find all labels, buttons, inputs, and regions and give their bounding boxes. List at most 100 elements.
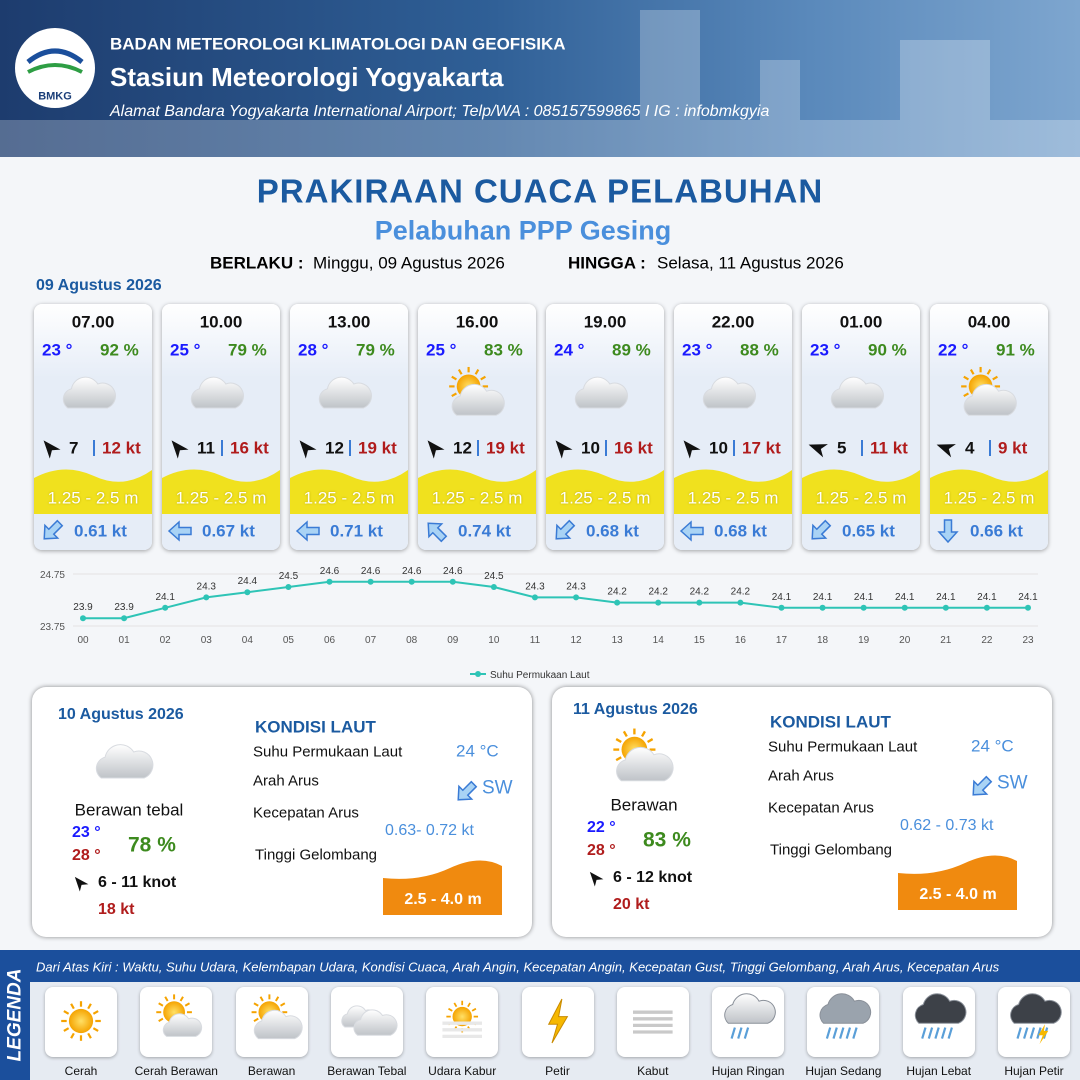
legend-icon-box [235,987,308,1057]
air-temperature: 23 ° [682,340,713,360]
temp-min: 22 ° [587,819,616,836]
subtitle: Pelabuhan PPP Gesing [374,215,672,246]
x-tick-label: 21 [940,635,952,646]
time: 19.00 [583,312,627,332]
time: 10.00 [199,312,243,332]
wave-height: 2.5 - 4.0 m [919,886,997,903]
sst-point [901,604,908,611]
legend-icon-box [45,987,117,1057]
legend-icon-box [140,987,213,1057]
data-label: 24.6 [402,566,422,577]
data-label: 24.1 [854,592,874,603]
sst-point [449,578,456,585]
wind-speed: 5 [837,438,847,458]
gust-speed: 11 kt [870,438,908,458]
wind-speed: 10 [581,438,600,458]
legend-description: Dari Atas Kiri : Waktu, Suhu Udara, Kele… [36,959,1000,975]
current-speed: 0.61 kt [74,521,127,541]
label: Suhu Permukaan Laut [768,738,918,756]
gust-speed: 16 kt [230,438,269,458]
wind-speed: 4 [965,438,975,458]
data-label: 24.2 [731,587,751,598]
legend-item: Hujan Ringan [711,1064,785,1078]
legend-icon-box [712,987,785,1057]
label: Suhu Permukaan Laut [253,743,403,761]
sst-point [819,604,826,611]
x-tick-label: 14 [653,635,665,646]
humidity: 90 % [868,340,907,360]
x-tick-label: 12 [570,635,582,646]
data-label: 24.1 [155,592,175,603]
label: Kecepatan Arus [768,799,874,817]
data-label: 24.2 [648,587,668,598]
valid-to-label: HINGGA : [568,253,646,273]
wave-height: 1.25 - 2.5 m [303,488,395,508]
air-temperature: 24 ° [554,340,585,360]
wind-speed: 10 [709,438,728,458]
sst-point [655,599,662,606]
sst-point [244,589,251,596]
sst-point [573,594,580,601]
label: Kecepatan Arus [253,804,359,822]
temp-max: 28 ° [587,842,616,859]
legend-icon-box [902,987,975,1057]
wind-speed: 7 [69,438,79,458]
air-temperature: 25 ° [426,340,457,360]
gust-speed: 19 kt [358,438,397,458]
humidity: 83 % [643,828,691,852]
gust-speed: 17 kt [742,438,781,458]
x-tick-label: 18 [817,635,829,646]
x-tick-label: 03 [201,635,213,646]
data-label: 24.2 [690,587,710,598]
data-label: 24.1 [1018,592,1038,603]
data-label: 24.6 [320,566,340,577]
address: Alamat Bandara Yogyakarta International … [110,103,770,120]
sea-title: KONDISI LAUT [255,717,376,737]
label: Arah Arus [253,772,319,790]
wave-height: 1.25 - 2.5 m [559,488,651,508]
sst-point [367,578,374,585]
air-temperature: 28 ° [298,340,329,360]
weather-condition: Berawan [610,795,678,815]
wave-height: 1.25 - 2.5 m [175,488,267,508]
time: 16.00 [455,312,499,332]
humidity: 79 % [356,340,395,360]
legend-item: Petir [545,1064,570,1078]
legend-item: Kabut [637,1064,669,1078]
humidity: 89 % [612,340,651,360]
current-speed: 0.67 kt [202,521,255,541]
air-temperature: 25 ° [170,340,201,360]
time: 04.00 [967,312,1011,332]
sst-point [942,604,949,611]
humidity: 91 % [996,340,1035,360]
valid-to: Selasa, 11 Agustus 2026 [657,253,844,273]
data-label: 24.6 [443,566,463,577]
data-label: 23.9 [73,602,93,613]
legend-item: Hujan Petir [1004,1064,1064,1078]
x-tick-label: 10 [488,635,500,646]
legend-icon-box [807,987,880,1057]
sst-point [80,615,86,622]
current-speed: 0.66 kt [970,521,1023,541]
x-tick-label: 07 [365,635,377,646]
time: 01.00 [839,312,883,332]
humidity: 92 % [100,340,139,360]
x-tick-label: 15 [694,635,706,646]
legend-icon-box [330,987,403,1057]
x-tick-label: 11 [530,635,541,646]
logo-text: BMKG [38,90,72,103]
humidity: 83 % [484,340,523,360]
x-tick-label: 00 [77,635,89,646]
legend-icon-box [521,987,594,1057]
sst: 24 °C [971,736,1014,756]
label: Tinggi Gelombang [770,841,893,859]
sst-point [490,584,497,590]
station: Stasiun Meteorologi Yogyakarta [110,62,504,92]
valid-from: Minggu, 09 Agustus 2026 [313,253,505,273]
agency: BADAN METEOROLOGI KLIMATOLOGI DAN GEOFIS… [110,34,566,54]
legend-item: Cerah Berawan [134,1064,218,1078]
header-decor [0,10,1080,157]
data-label: 24.3 [197,581,217,592]
legend-item: Udara Kabur [428,1064,497,1078]
wave-height: 1.25 - 2.5 m [815,488,907,508]
